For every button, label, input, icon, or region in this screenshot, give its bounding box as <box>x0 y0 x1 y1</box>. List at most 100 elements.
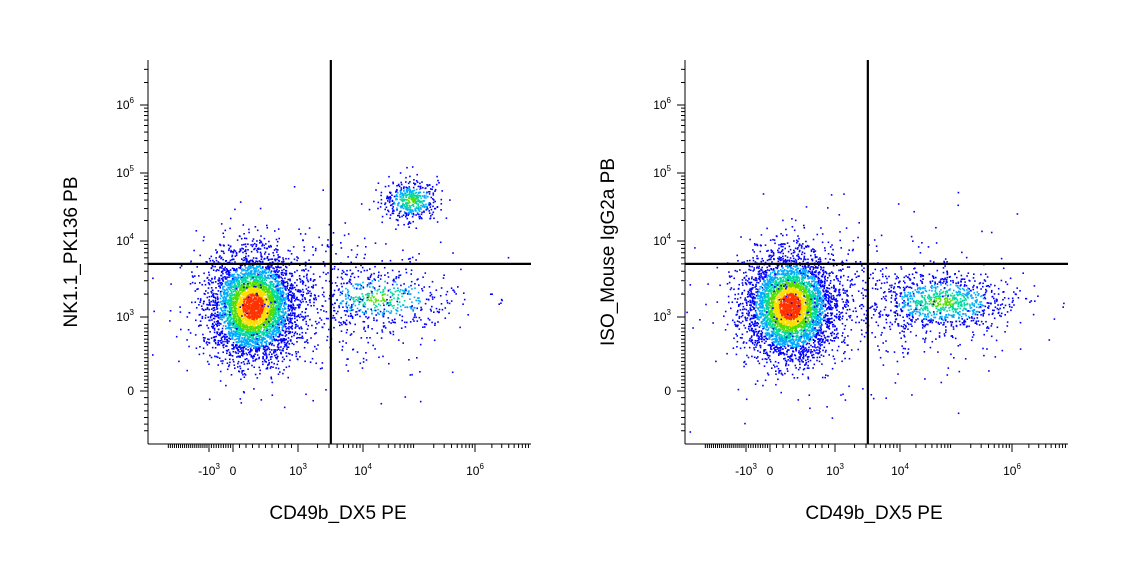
event-dot <box>202 302 205 305</box>
event-dot <box>409 194 411 197</box>
event-dot <box>217 282 219 285</box>
event-dot <box>267 302 269 305</box>
event-dot <box>392 206 394 208</box>
event-dot <box>238 320 241 323</box>
event-dot <box>216 344 219 346</box>
event-dot <box>242 373 244 376</box>
event-dot <box>240 304 242 307</box>
event-dot <box>274 351 277 353</box>
event-dot <box>351 305 353 307</box>
event-dot <box>428 193 431 195</box>
event-dot <box>450 300 453 302</box>
event-dot <box>287 376 289 379</box>
event-dot <box>403 199 405 202</box>
event-dot <box>299 316 301 319</box>
event-dot <box>377 207 379 210</box>
event-dot <box>293 295 296 297</box>
event-dot <box>228 270 230 272</box>
event-dot <box>217 290 220 292</box>
event-dot <box>380 202 383 205</box>
event-dot <box>418 199 420 202</box>
event-dot <box>220 316 223 318</box>
event-dot <box>293 258 296 261</box>
event-dot <box>254 340 257 342</box>
event-dot <box>268 269 271 272</box>
event-dot <box>408 226 410 228</box>
event-dot <box>253 242 256 245</box>
event-dot <box>241 270 243 272</box>
event-dot <box>263 314 265 317</box>
event-dot <box>231 258 233 261</box>
event-dot <box>239 288 242 291</box>
event-dot <box>234 324 236 326</box>
event-dot <box>265 288 267 290</box>
event-dot <box>257 283 260 285</box>
event-dot <box>391 207 394 210</box>
event-dot <box>272 311 275 314</box>
event-dot <box>227 294 230 297</box>
event-dot <box>397 214 399 217</box>
event-dot <box>219 380 222 382</box>
event-dot <box>322 261 325 263</box>
event-dot <box>238 336 241 339</box>
event-dot <box>233 302 235 304</box>
event-dot <box>374 279 376 281</box>
event-dot <box>242 315 245 317</box>
event-dot <box>195 347 198 349</box>
event-dot <box>194 275 196 277</box>
event-dot <box>247 299 250 302</box>
event-dot <box>232 294 234 296</box>
event-dot <box>374 265 376 268</box>
event-dot <box>226 313 228 316</box>
event-dot <box>226 342 229 344</box>
event-dot <box>230 330 233 333</box>
event-dot <box>201 283 203 286</box>
event-dot <box>275 297 277 299</box>
event-dot <box>245 304 247 307</box>
event-dot <box>202 337 205 339</box>
event-dot <box>258 366 261 369</box>
event-dot <box>231 251 233 253</box>
event-dot <box>373 309 376 312</box>
event-dot <box>405 195 407 197</box>
event-dot <box>252 328 255 330</box>
event-dot <box>425 192 428 195</box>
event-dot <box>333 293 335 296</box>
event-dot <box>213 314 216 317</box>
event-dot <box>279 301 282 304</box>
event-dot <box>250 301 252 303</box>
event-dot <box>422 276 424 278</box>
event-dot <box>243 373 246 375</box>
event-dot <box>213 292 215 295</box>
event-dot <box>268 286 271 288</box>
event-dot <box>258 312 261 314</box>
event-dot <box>239 297 241 300</box>
event-dot <box>245 245 247 248</box>
event-dot <box>388 301 390 304</box>
event-dot <box>252 340 254 343</box>
event-dot <box>241 279 243 282</box>
event-dot <box>244 264 246 267</box>
event-dot <box>440 203 443 205</box>
event-dot <box>411 197 413 199</box>
event-dot <box>244 313 246 316</box>
event-dot <box>239 296 241 298</box>
event-dot <box>304 311 307 314</box>
event-dot <box>336 276 339 279</box>
event-dot <box>233 317 236 319</box>
event-dot <box>273 249 276 251</box>
event-dot <box>212 314 215 316</box>
event-dot <box>277 313 280 315</box>
event-dot <box>262 304 265 306</box>
event-dot <box>259 313 261 316</box>
event-dot <box>410 210 412 213</box>
event-dot <box>254 267 256 270</box>
event-dot <box>275 314 277 316</box>
event-dot <box>259 304 261 307</box>
event-dot <box>211 346 214 349</box>
event-dot <box>281 340 284 342</box>
event-dot <box>266 356 268 359</box>
event-dot <box>218 343 221 346</box>
event-dot <box>269 351 271 353</box>
event-dot <box>280 316 282 318</box>
